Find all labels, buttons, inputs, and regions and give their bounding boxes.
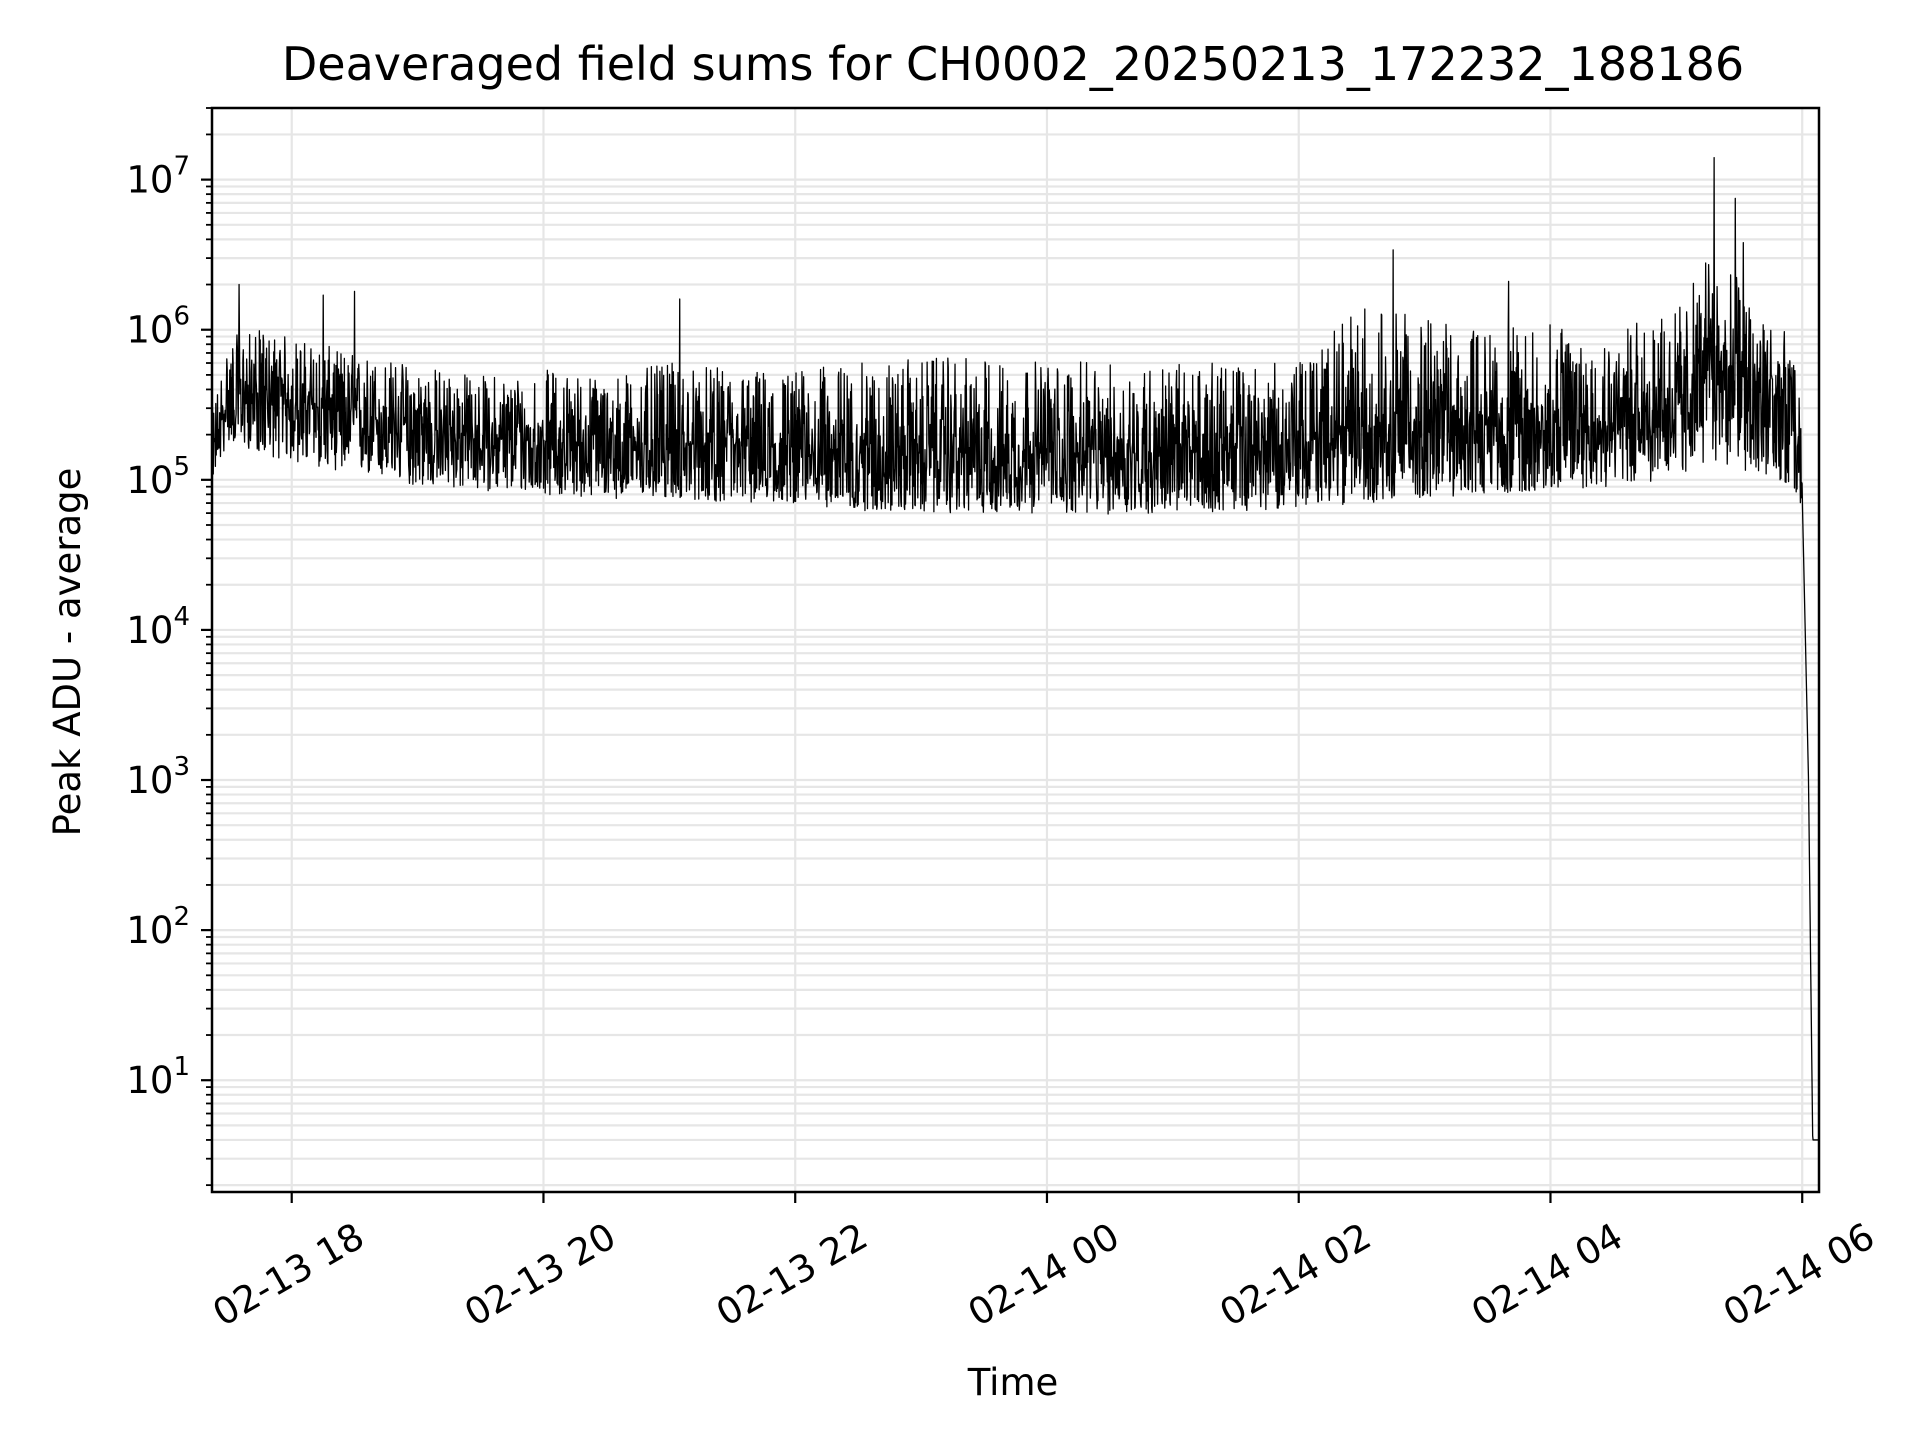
y-tick-base: 10 [126, 1059, 173, 1102]
y-tick-exponent: 1 [173, 1052, 190, 1082]
y-tick-base: 10 [126, 609, 173, 652]
y-tick-base: 10 [126, 159, 173, 202]
series-line [211, 157, 1820, 1141]
y-axis-label: Peak ADU - average [46, 468, 89, 837]
grid [212, 106, 1819, 1192]
y-tick-exponent: 4 [173, 602, 190, 632]
y-tick-base: 10 [126, 759, 173, 802]
y-tick-exponent: 7 [173, 152, 190, 182]
y-tick-exponent: 3 [173, 752, 190, 782]
y-tick-label: 102 [126, 902, 190, 952]
y-tick-label: 107 [126, 152, 190, 202]
y-tick-label: 104 [126, 602, 190, 652]
series-layer [211, 157, 1820, 1141]
y-tick-base: 10 [126, 309, 173, 352]
y-tick-exponent: 2 [173, 902, 190, 932]
chart-title: Deaveraged field sums for CH0002_2025021… [282, 37, 1744, 91]
y-tick-exponent: 5 [173, 452, 190, 482]
y-tick-label: 101 [126, 1052, 190, 1102]
y-tick-base: 10 [126, 459, 173, 502]
y-tick-base: 10 [126, 909, 173, 952]
plot-frame [210, 106, 1821, 1194]
y-tick-label: 106 [126, 302, 190, 352]
x-axis-label: Time [967, 1361, 1059, 1404]
y-tick-exponent: 6 [173, 302, 190, 332]
y-tick-label: 103 [126, 752, 190, 802]
y-tick-label: 105 [126, 452, 190, 502]
